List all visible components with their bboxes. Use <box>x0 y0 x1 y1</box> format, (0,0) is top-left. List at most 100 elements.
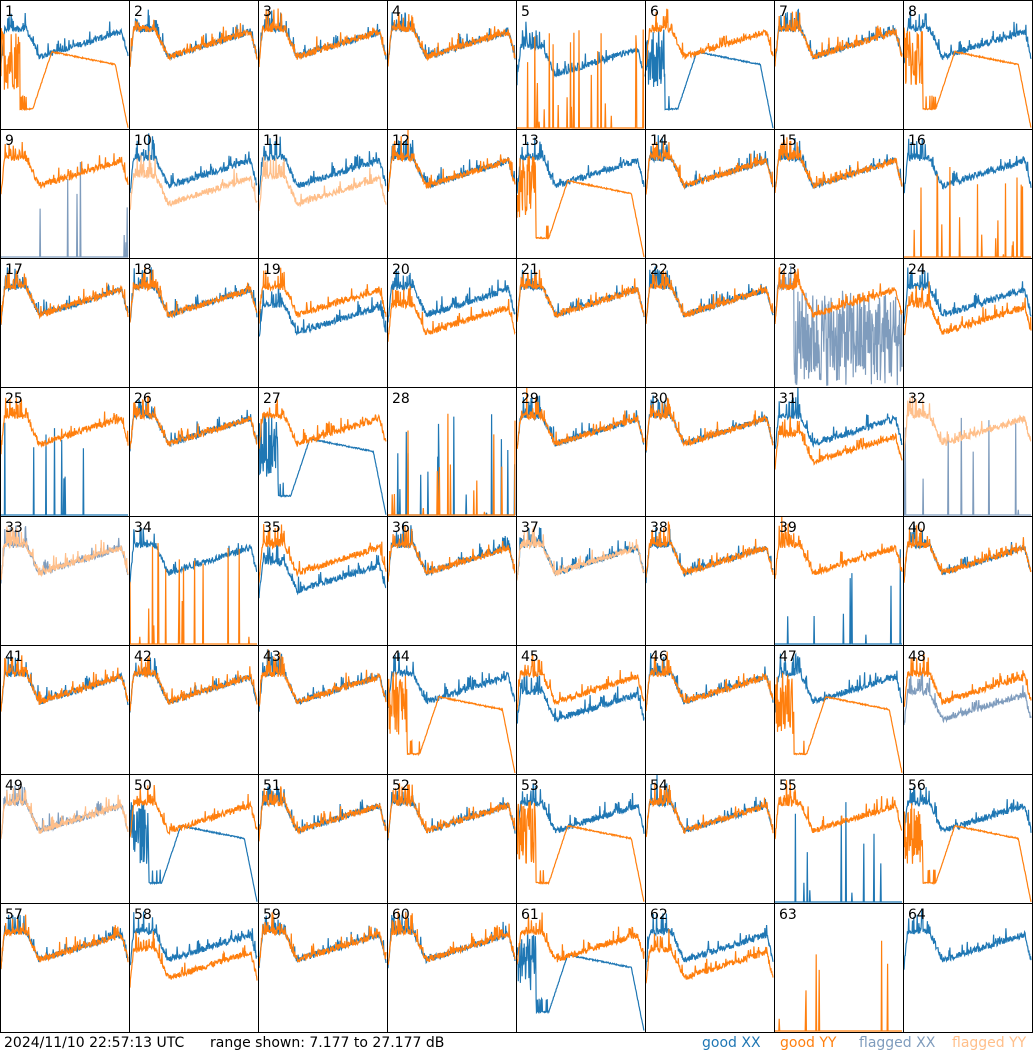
panel-27: 27 <box>258 387 388 517</box>
series-yy-good <box>387 783 516 839</box>
panel-32: 32 <box>903 387 1033 517</box>
series-xx-good <box>129 9 258 66</box>
series-xx-good <box>903 267 1032 324</box>
series-xx-good <box>1 422 128 516</box>
series-xx-good <box>387 268 516 323</box>
panel-label: 55 <box>779 778 797 794</box>
panel-label: 42 <box>134 649 152 665</box>
panel-label: 63 <box>779 907 797 923</box>
series-yy-flagged <box>0 787 129 839</box>
series-yy-good <box>258 8 387 68</box>
panel-23: 23 <box>774 258 904 388</box>
panel-label: 41 <box>5 649 23 665</box>
panel-26: 26 <box>129 387 259 517</box>
panel-label: 27 <box>263 391 281 407</box>
series-yy-good <box>645 8 774 66</box>
panel-label: 14 <box>650 133 668 149</box>
series-yy-good <box>129 395 258 449</box>
panel-label: 48 <box>908 649 926 665</box>
panel-4: 4 <box>387 0 517 130</box>
panel-34: 34 <box>129 516 259 646</box>
series-xx-good <box>516 930 645 1031</box>
panel-40: 40 <box>903 516 1033 646</box>
series-yy-good <box>387 286 516 342</box>
series-yy-good <box>387 525 516 582</box>
panel-border <box>387 0 517 130</box>
panel-label: 31 <box>779 391 797 407</box>
series-xx-good <box>387 652 516 708</box>
panel-border <box>0 129 130 259</box>
panel-label: 62 <box>650 907 668 923</box>
panel-label: 11 <box>263 133 281 149</box>
panel-label: 38 <box>650 520 668 536</box>
panel-label: 46 <box>650 649 668 665</box>
timestamp: 2024/11/10 22:57:13 UTC <box>4 1035 185 1051</box>
series-xx-good <box>903 908 1032 970</box>
panel-48: 48 <box>903 645 1033 775</box>
series-xx-good <box>645 265 774 323</box>
panel-label: 25 <box>5 391 23 407</box>
series-yy-good <box>645 397 774 452</box>
panel-label: 19 <box>263 262 281 278</box>
series-xx-good <box>0 914 129 970</box>
series-yy-good <box>258 399 387 449</box>
panel-label: 37 <box>521 520 539 536</box>
series-xx-good <box>903 138 1032 194</box>
series-yy-good <box>258 912 387 966</box>
panel-19: 19 <box>258 258 388 388</box>
series-xx-good <box>774 387 903 449</box>
series-yy-good <box>517 29 645 129</box>
panel-label: 23 <box>779 262 797 278</box>
series-xx-good <box>129 911 258 966</box>
panel-63: 63 <box>774 903 904 1033</box>
panel-8: 8 <box>903 0 1033 130</box>
panel-6: 6 <box>645 0 775 130</box>
series-xx-good <box>775 549 902 645</box>
legend-good-yy: good YY <box>780 1035 837 1051</box>
series-yy-good <box>129 931 258 988</box>
panel-label: 59 <box>263 907 281 923</box>
panel-label: 35 <box>263 520 281 536</box>
panel-label: 9 <box>5 133 14 149</box>
panel-25: 25 <box>0 387 130 517</box>
series-yy-good <box>516 387 645 450</box>
panel-56: 56 <box>903 774 1033 904</box>
series-xx-good <box>775 802 902 903</box>
series-yy-good <box>516 654 645 711</box>
series-yy-good <box>387 13 516 67</box>
panel-label: 29 <box>521 391 539 407</box>
panel-7: 7 <box>774 0 904 130</box>
panel-label: 30 <box>650 391 668 407</box>
series-xx-good <box>903 8 1032 64</box>
panel-28: 28 <box>387 387 517 517</box>
series-yy-good <box>258 649 387 707</box>
series-yy-good <box>129 19 258 68</box>
panel-53: 53 <box>516 774 646 904</box>
series-xx-good <box>258 283 387 337</box>
panel-36: 36 <box>387 516 517 646</box>
series-xx-flagged <box>903 417 1031 516</box>
panel-15: 15 <box>774 129 904 259</box>
series-yy-good <box>388 413 516 516</box>
series-yy-good <box>129 655 258 712</box>
panel-17: 17 <box>0 258 130 388</box>
panel-label: 50 <box>134 778 152 794</box>
series-yy-good <box>645 782 774 838</box>
series-yy-good <box>645 928 774 984</box>
series-xx-good <box>516 783 645 841</box>
panel-47: 47 <box>774 645 904 775</box>
series-yy-good <box>903 524 1032 583</box>
panel-22: 22 <box>645 258 775 388</box>
series-yy-good <box>387 672 516 774</box>
panel-label: 61 <box>521 907 539 923</box>
panel-label: 58 <box>134 907 152 923</box>
panel-label: 40 <box>908 520 926 536</box>
panel-60: 60 <box>387 903 517 1033</box>
panel-label: 1 <box>5 4 14 20</box>
panel-43: 43 <box>258 645 388 775</box>
series-yy-good <box>903 281 1032 336</box>
series-yy-good <box>774 11 903 67</box>
panel-39: 39 <box>774 516 904 646</box>
series-yy-good <box>129 784 258 838</box>
panel-11: 11 <box>258 129 388 259</box>
